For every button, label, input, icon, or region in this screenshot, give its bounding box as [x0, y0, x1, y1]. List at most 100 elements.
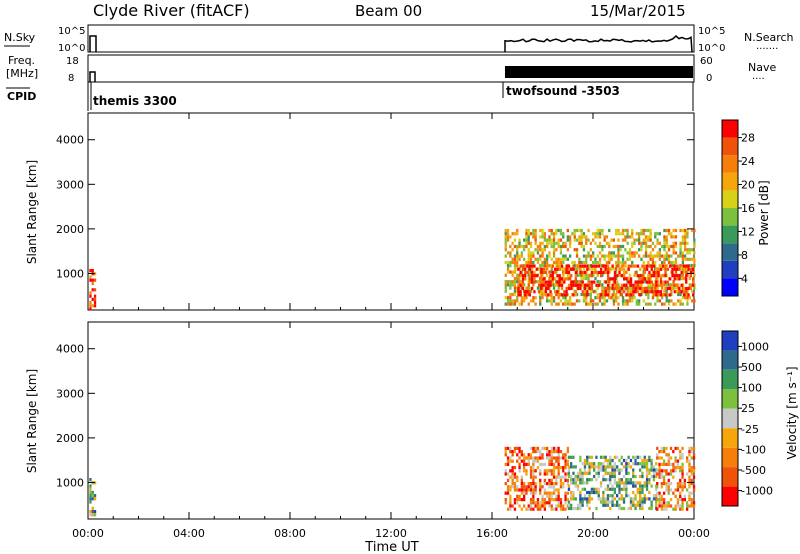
data-cell	[548, 459, 551, 463]
data-cell	[648, 455, 651, 459]
data-cell	[577, 286, 580, 291]
data-cell	[574, 280, 577, 284]
data-cell	[554, 270, 557, 275]
data-cell	[557, 302, 560, 306]
data-cell	[639, 455, 642, 459]
data-cell	[528, 267, 531, 271]
data-cell	[574, 277, 577, 281]
data-cell	[634, 458, 637, 463]
data-cell	[613, 455, 616, 459]
data-cell	[506, 491, 510, 495]
data-cell	[670, 254, 673, 258]
data-cell	[589, 299, 592, 303]
data-cell	[566, 228, 569, 233]
data-cell	[525, 232, 528, 236]
data-cell	[550, 267, 553, 271]
data-cell	[627, 471, 630, 475]
data-cell	[526, 264, 529, 268]
data-cell	[642, 260, 645, 265]
data-cell	[618, 484, 621, 488]
data-cell	[513, 482, 517, 486]
data-cell	[679, 241, 682, 245]
data-cell	[595, 471, 598, 475]
data-cell	[576, 503, 580, 507]
data-cell	[573, 260, 576, 265]
data-cell	[685, 286, 688, 291]
data-cell	[562, 469, 565, 473]
data-cell	[578, 280, 581, 284]
data-cell	[513, 244, 517, 249]
data-cell	[616, 481, 619, 485]
data-cell	[620, 487, 623, 491]
data-cell	[633, 273, 636, 277]
data-cell	[605, 260, 609, 265]
data-cell	[504, 296, 507, 300]
data-cell	[93, 494, 97, 498]
data-cell	[536, 504, 540, 508]
data-cell	[599, 462, 603, 466]
data-cell	[543, 248, 546, 252]
data-cell	[540, 267, 543, 271]
data-cell	[569, 299, 572, 303]
data-cell	[616, 283, 619, 287]
data-cell	[511, 232, 514, 236]
data-cell	[527, 260, 530, 265]
data-cell	[548, 469, 551, 473]
data-cell	[678, 267, 681, 271]
data-cell	[688, 251, 691, 255]
data-cell	[606, 270, 610, 275]
data-cell	[592, 267, 595, 271]
data-cell	[513, 254, 517, 258]
data-cell	[575, 270, 579, 274]
data-cell	[517, 277, 520, 281]
colorbar-tick-label: -100	[741, 443, 766, 456]
data-cell	[681, 235, 684, 239]
data-cell	[504, 283, 507, 287]
data-cell	[89, 484, 92, 488]
data-cell	[693, 257, 696, 261]
data-cell	[681, 453, 684, 457]
data-cell	[511, 469, 514, 473]
data-cell	[574, 478, 577, 482]
data-cell	[541, 286, 544, 290]
data-cell	[617, 283, 620, 287]
data-cell	[609, 471, 612, 475]
data-cell	[678, 286, 681, 291]
data-cell	[672, 302, 675, 306]
data-cell	[564, 257, 567, 261]
data-cell	[627, 267, 630, 271]
data-cell	[692, 280, 695, 284]
data-cell	[638, 248, 641, 252]
data-cell	[552, 485, 556, 489]
data-cell	[554, 277, 557, 281]
data-cell	[565, 267, 568, 271]
data-cell	[548, 276, 551, 281]
data-cell	[692, 488, 696, 492]
data-cell	[525, 491, 528, 495]
data-cell	[682, 290, 686, 294]
data-cell	[642, 254, 645, 258]
data-cell	[655, 487, 658, 491]
data-cell	[674, 507, 677, 511]
data-cell	[552, 238, 556, 242]
data-cell	[532, 450, 535, 454]
data-cell	[667, 488, 670, 492]
data-cell	[629, 280, 633, 284]
data-cell	[581, 503, 584, 507]
data-cell	[509, 251, 512, 255]
colorbar-tick-label: 1000	[741, 340, 769, 353]
data-cell	[631, 241, 634, 245]
data-cell	[523, 466, 526, 470]
data-cell	[529, 289, 533, 293]
data-cell	[532, 507, 535, 511]
data-cell	[593, 468, 596, 472]
data-cell	[672, 241, 675, 245]
colorbar-tick-label: 100	[741, 382, 762, 395]
data-cell	[652, 494, 656, 498]
data-cell	[655, 277, 658, 281]
data-cell	[516, 478, 519, 482]
data-cell	[572, 283, 575, 287]
data-cell	[629, 500, 633, 504]
data-cell	[613, 465, 616, 469]
data-cell	[573, 228, 576, 233]
